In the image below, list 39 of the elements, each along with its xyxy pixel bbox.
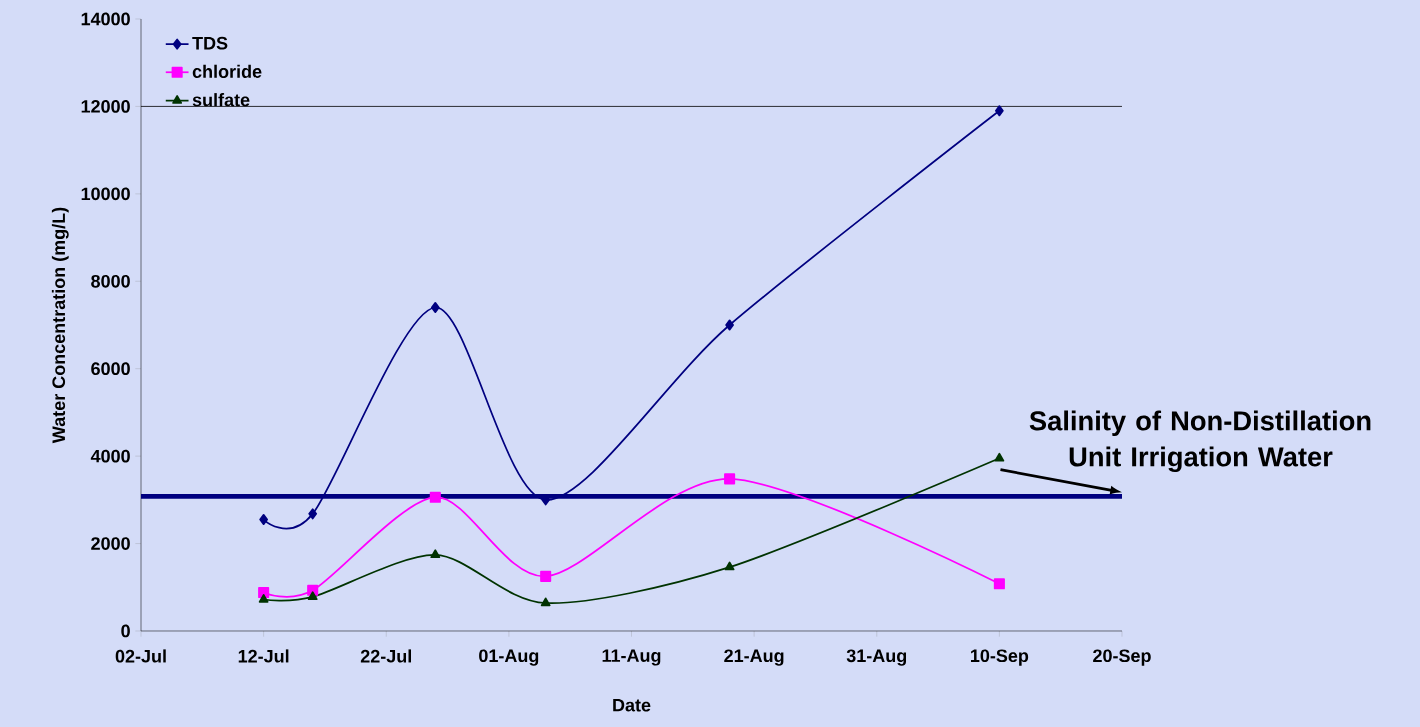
point (259, 513, 269, 526)
legend-label: sulfate (192, 93, 250, 107)
point (307, 591, 318, 601)
point (258, 593, 269, 603)
y-tick-label: 0 (121, 624, 130, 638)
legend-label: chloride (192, 64, 262, 78)
y-tick-label: 8000 (91, 274, 130, 288)
point (725, 319, 734, 331)
y-tick-label: 4000 (90, 449, 130, 463)
point (429, 491, 441, 503)
x-tick-label: 01-Aug (479, 649, 539, 666)
x-tick-label: 02-Jul (115, 649, 166, 663)
y-tick-label: 6000 (91, 362, 130, 376)
point (430, 301, 440, 314)
x-axis-title: Date (613, 698, 651, 712)
y-tick-label: 2000 (91, 537, 130, 550)
point (258, 586, 270, 599)
x-tick-label: 20-Sep (1093, 649, 1151, 666)
x-tick-label: 11-Aug (602, 649, 661, 666)
point (993, 578, 1005, 590)
y-tick-label: 14000 (81, 12, 130, 26)
point (430, 549, 441, 559)
y-tick-label: 12000 (81, 100, 130, 113)
y-axis-title: Water Concentration (mg/L) (51, 207, 69, 444)
point (994, 452, 1005, 462)
x-tick-label: 12-Jul (238, 649, 289, 663)
point (724, 561, 735, 571)
x-tick-label: 31-Aug (846, 649, 907, 666)
ref-line-label: Salinity of Non-Distillation Unit Irrigation Water (1029, 410, 1371, 473)
point (540, 597, 551, 607)
x-tick-label: 22-Jul (360, 649, 411, 663)
legend-label: TDS (192, 36, 228, 50)
point (724, 473, 736, 485)
x-tick-label: 21-Aug (724, 649, 784, 666)
point (540, 570, 552, 582)
y-tick-label: 10000 (81, 187, 130, 201)
point (308, 508, 318, 520)
point (995, 105, 1004, 117)
x-tick-label: 10-Sep (970, 649, 1029, 666)
